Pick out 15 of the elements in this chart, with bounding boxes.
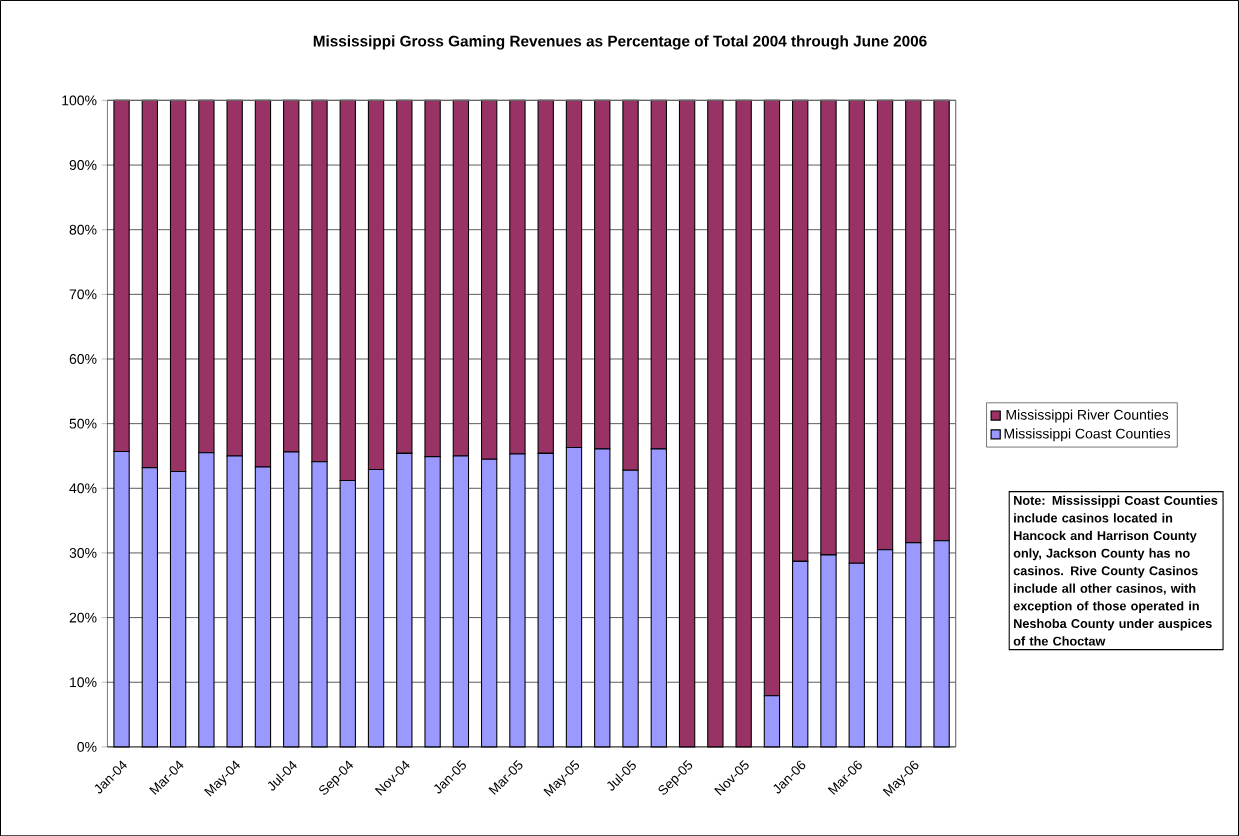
y-tick-label: 100% [62, 95, 97, 106]
y-tick-label: 20% [69, 612, 97, 623]
y-tick-label: 90% [69, 159, 97, 170]
y-tick-label: 60% [69, 353, 97, 364]
y-tick-label: 50% [69, 418, 97, 429]
y-tick-label: 80% [69, 224, 97, 235]
legend-label: Mississippi River Counties [1006, 409, 1169, 423]
y-tick-label: 40% [69, 483, 97, 494]
y-tick-label: 0% [77, 741, 97, 752]
y-tick-label: 70% [69, 289, 97, 300]
chart-title: Mississippi Gross Gaming Revenues as Percentage of Total 2004 through June 2006 [313, 35, 927, 50]
y-tick-label: 10% [70, 677, 97, 688]
legend-label: Mississippi Coast Counties [1004, 428, 1171, 442]
y-tick-label: 30% [69, 547, 97, 558]
text: Note: Mississippi Coast Counties include casinos located in Hancock and Harrison County only, Jackson County has no casinos. Rive County Casinos include all other casinos, with exception of those operated in Neshoba County under auspices of the Choctaw [1013, 495, 1218, 646]
